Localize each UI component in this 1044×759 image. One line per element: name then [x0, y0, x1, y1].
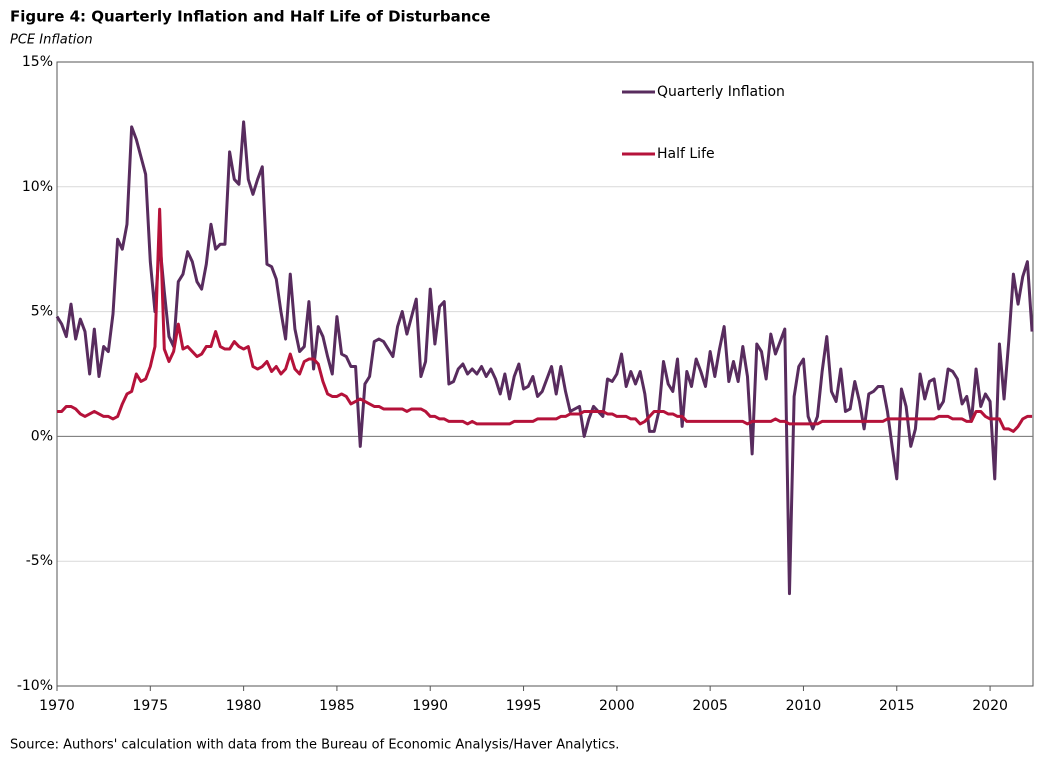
y-tick-label: -10% — [17, 678, 53, 694]
x-tick-label: 1995 — [506, 698, 542, 714]
legend-label: Quarterly Inflation — [657, 84, 785, 100]
data-line — [55, 120, 1034, 596]
data-line — [57, 207, 1033, 433]
chart-title: Figure 4: Quarterly Inflation and Half L… — [10, 8, 490, 26]
x-tick-label: 2020 — [972, 698, 1008, 714]
x-tick-label: 1990 — [412, 698, 448, 714]
chart-subtitle: PCE Inflation — [10, 33, 93, 48]
x-tick-label: 1970 — [39, 698, 75, 714]
x-tick-label: 2015 — [879, 698, 915, 714]
legend-label: Half Life — [657, 146, 715, 162]
y-tick-label: -5% — [26, 553, 53, 569]
x-tick-label: 1985 — [319, 698, 355, 714]
x-tick-label: 2010 — [786, 698, 822, 714]
x-tick-label: 2005 — [692, 698, 728, 714]
source-note: Source: Authors' calculation with data f… — [10, 738, 619, 753]
x-tick-label: 1980 — [226, 698, 262, 714]
y-tick-label: 0% — [31, 428, 53, 444]
x-tick-label: 1975 — [132, 698, 168, 714]
x-tick-label: 2000 — [599, 698, 635, 714]
y-tick-label: 15% — [22, 54, 53, 70]
plot-frame — [56, 61, 1034, 687]
y-tick-label: 10% — [22, 179, 53, 195]
y-tick-label: 5% — [31, 304, 53, 320]
